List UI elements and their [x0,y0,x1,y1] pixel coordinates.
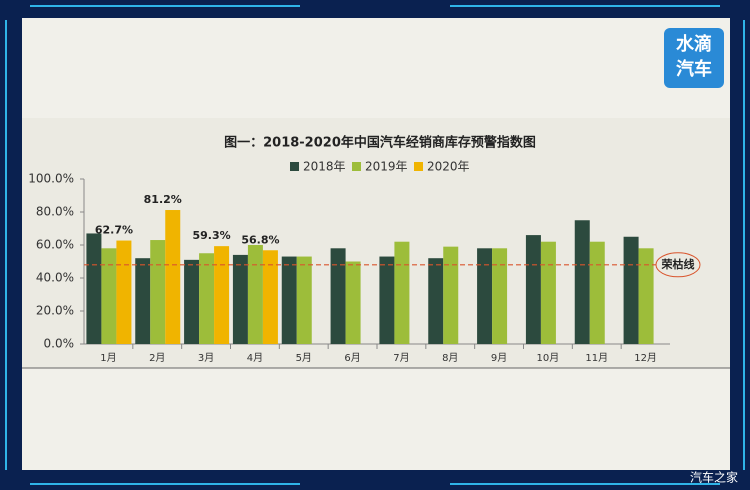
y-tick-label: 80.0% [36,205,74,219]
x-tick-label: 5月 [296,352,312,364]
bar [638,248,654,344]
bar [135,258,151,344]
bar [232,254,248,344]
legend-swatch [414,162,423,171]
logo-box [664,28,724,88]
bar [477,248,493,344]
x-tick-label: 1月 [100,352,116,364]
bar [150,240,166,344]
y-tick-label: 0.0% [44,337,75,351]
x-tick-label: 11月 [585,352,608,364]
bar [443,246,459,344]
y-tick-label: 20.0% [36,304,74,318]
bar [428,258,444,344]
y-tick-label: 60.0% [36,238,74,252]
bar [394,241,410,344]
y-tick-label: 40.0% [36,271,74,285]
data-label: 56.8% [241,233,279,246]
x-tick-label: 2月 [149,352,165,364]
bar [184,259,200,344]
bar [86,233,102,344]
bar [262,250,278,344]
bar [281,256,297,344]
x-tick-label: 4月 [247,352,263,364]
legend-swatch [352,162,361,171]
x-tick-label: 10月 [537,352,560,364]
legend-label: 2018年 [303,160,346,174]
bar [574,220,590,344]
bar [165,210,181,344]
x-tick-label: 9月 [491,352,507,364]
legend-label: 2019年 [365,160,408,174]
x-tick-label: 12月 [634,352,657,364]
bar [379,256,395,344]
data-label: 81.2% [144,193,182,206]
x-tick-label: 8月 [442,352,458,364]
x-tick-label: 7月 [393,352,409,364]
bar [623,236,639,344]
bar [199,253,215,344]
chart-title: 图一：2018-2020年中国汽车经销商库存预警指数图 [224,135,536,151]
bar [101,248,117,344]
bar [247,245,263,344]
bar [116,240,132,344]
bar [296,256,312,344]
x-tick-label: 3月 [198,352,214,364]
x-tick-label: 6月 [344,352,360,364]
data-label: 62.7% [95,224,133,237]
logo-text: 汽车 [676,58,712,80]
watermark: 汽车之家 [690,470,738,485]
y-tick-label: 100.0% [28,172,74,186]
data-label: 59.3% [192,229,230,242]
bar [330,248,346,344]
legend-swatch [290,162,299,171]
frame-decor [5,5,745,485]
reference-label: 荣枯线 [661,257,695,271]
reference-ellipse [655,252,701,278]
bar [214,246,230,344]
logo-text: 水滴 [676,33,712,55]
bar [525,235,541,344]
bar [589,241,605,344]
bar [345,261,361,344]
bar [492,248,508,344]
legend-label: 2020年 [427,160,470,174]
bar [540,241,556,344]
